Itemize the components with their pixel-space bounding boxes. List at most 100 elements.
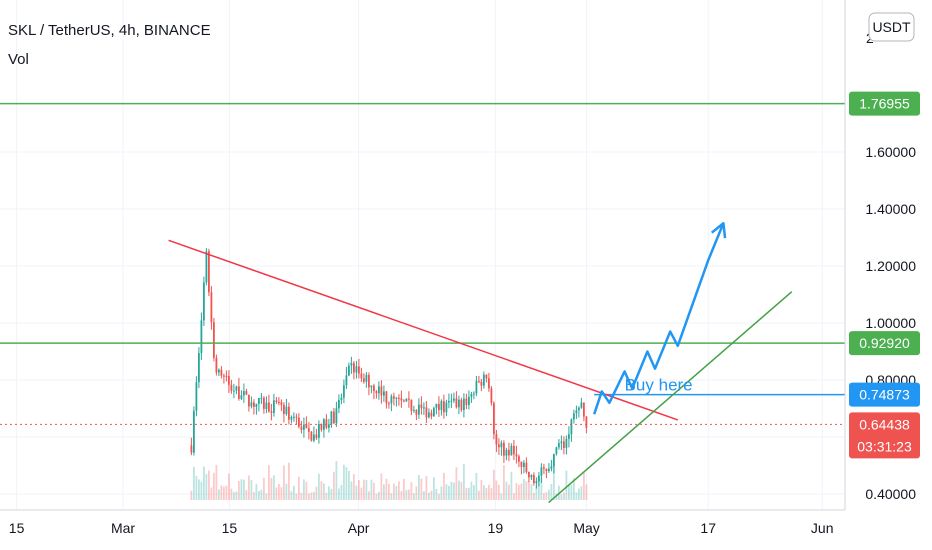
x-tick-label: 17 xyxy=(700,520,716,536)
candle-body xyxy=(298,417,300,427)
volume-bar xyxy=(528,481,530,500)
y-tick-label: 1.60000 xyxy=(865,144,916,160)
candle-body xyxy=(340,397,343,401)
volume-bar xyxy=(465,487,468,500)
resistance-trendline xyxy=(168,239,679,421)
candle-body xyxy=(238,386,240,399)
volume-bar xyxy=(275,487,278,500)
candle-body xyxy=(290,417,293,420)
candle-body xyxy=(475,380,478,394)
volume-bar xyxy=(415,486,418,500)
candle-body xyxy=(300,426,303,430)
projection-path[interactable]: Buy here xyxy=(593,222,727,415)
volume-bar xyxy=(480,480,483,500)
candle-body xyxy=(505,449,508,456)
candle-body xyxy=(375,391,378,394)
horizontal-levels[interactable] xyxy=(0,102,845,425)
candle-body xyxy=(443,401,445,413)
volume-bar xyxy=(585,484,588,500)
volume-bar xyxy=(305,481,308,500)
candle-body xyxy=(280,402,283,405)
level-pill-text: 0.92920 xyxy=(859,335,910,351)
volume-bar xyxy=(413,493,415,500)
volume-bar xyxy=(340,484,343,500)
support-trendline xyxy=(548,291,793,504)
candle-body xyxy=(548,468,550,472)
candle-body xyxy=(338,400,340,409)
volume-bar xyxy=(233,492,235,500)
currency-button[interactable]: USDT xyxy=(868,12,915,42)
candle-body xyxy=(550,466,553,469)
candle-body xyxy=(335,408,338,424)
candle-body xyxy=(483,374,485,386)
x-tick-label: May xyxy=(573,520,599,536)
candle-body xyxy=(433,407,435,417)
candle-body xyxy=(190,445,193,453)
countdown-text: 03:31:23 xyxy=(857,438,912,454)
candle-body xyxy=(560,441,563,444)
volume-bar xyxy=(325,492,328,500)
price-labels: 1.76955 0.92920 0.74873 0.64438 03:31:23 xyxy=(849,91,920,459)
candle-body xyxy=(378,386,380,394)
volume-bar xyxy=(240,479,243,500)
volume-bar xyxy=(395,485,398,500)
volume-bar xyxy=(503,465,505,500)
candle-body xyxy=(418,404,420,415)
volume-bar xyxy=(315,486,318,500)
candle-body xyxy=(538,475,540,482)
volume-bar xyxy=(295,493,298,500)
candle-body xyxy=(255,403,258,407)
volume-bar xyxy=(563,492,565,500)
candle-body xyxy=(253,402,255,407)
volume-bar xyxy=(400,490,403,500)
candle-body xyxy=(440,401,443,411)
volume-bar xyxy=(420,478,423,500)
volume-bar xyxy=(458,480,460,500)
candle-body xyxy=(325,419,328,428)
volume-bar xyxy=(388,483,390,500)
volume-bar xyxy=(423,491,425,500)
volume-bar xyxy=(283,465,285,500)
candle-body xyxy=(248,394,250,407)
candle-body xyxy=(485,374,488,379)
candle-body xyxy=(233,390,235,392)
candle-body xyxy=(490,388,493,404)
volume-bar xyxy=(393,483,395,500)
candle-body xyxy=(530,474,533,478)
candle-body xyxy=(275,400,278,402)
trendlines[interactable] xyxy=(168,239,793,504)
candle-body xyxy=(205,251,208,283)
volume-bar xyxy=(348,470,350,500)
volume-bar xyxy=(478,490,480,500)
candle-body xyxy=(398,397,400,399)
candle-body xyxy=(568,434,570,439)
volume-bar xyxy=(548,489,550,500)
volume-bar xyxy=(335,461,338,500)
axes: 0.400000.600000.800001.000001.200001.400… xyxy=(0,0,916,536)
volume-bar xyxy=(380,473,383,500)
candle-body xyxy=(425,407,428,418)
candle-body xyxy=(395,397,398,399)
candle-body xyxy=(305,424,308,429)
x-tick-label: Jun xyxy=(811,520,834,536)
candle-body xyxy=(580,402,583,408)
candle-body xyxy=(310,431,313,441)
candle-body xyxy=(565,438,568,448)
volume-bar xyxy=(408,489,410,500)
candle-body xyxy=(270,411,273,413)
volume-bar xyxy=(200,481,203,500)
candle-body xyxy=(525,462,528,472)
candle-body xyxy=(535,481,538,484)
candle-body xyxy=(210,292,213,323)
candle-body xyxy=(265,402,268,409)
y-tick-label: 1.40000 xyxy=(865,201,916,217)
volume-bar xyxy=(435,488,438,500)
volume-bar xyxy=(515,483,518,500)
volume-bar xyxy=(553,464,555,500)
candle-body xyxy=(558,443,560,448)
x-tick-label: Mar xyxy=(111,520,135,536)
volume-bar xyxy=(203,466,205,500)
candle-body xyxy=(320,424,323,430)
candle-body xyxy=(428,412,430,418)
